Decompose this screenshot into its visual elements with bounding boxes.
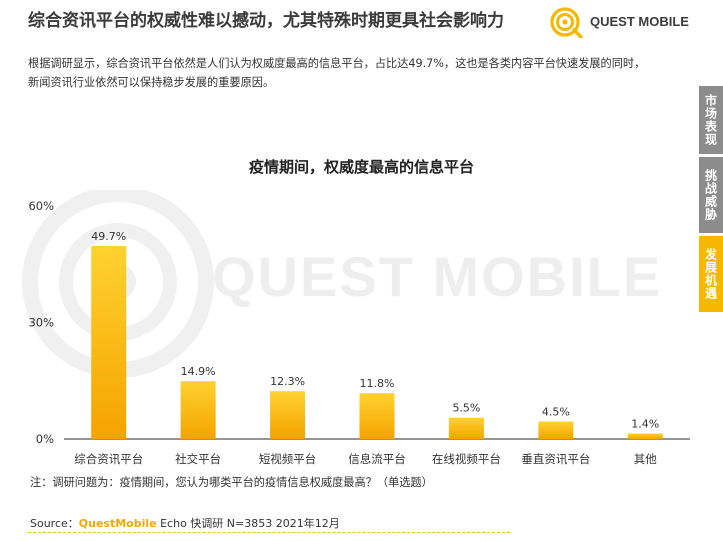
- bar-value-label: 1.4%: [631, 418, 659, 431]
- bar: [180, 381, 216, 439]
- page-title: 综合资讯平台的权威性难以撼动，尤其特殊时期更具社会影响力: [28, 11, 504, 31]
- tab-development-opportunities[interactable]: 发展机遇: [699, 236, 723, 312]
- bar-value-label: 11.8%: [360, 377, 395, 390]
- bar: [448, 417, 484, 439]
- tab-challenges-threats[interactable]: 挑战威胁: [699, 157, 723, 233]
- x-tick-label: 在线视频平台: [432, 452, 501, 466]
- bar: [627, 433, 663, 439]
- source-divider: [28, 532, 510, 533]
- bar: [270, 391, 306, 439]
- y-tick-label: 60%: [28, 199, 54, 213]
- bar-value-label: 49.7%: [91, 230, 126, 243]
- source-detail: Echo 快调研 N=3853 2021年12月: [156, 517, 340, 530]
- questmobile-logo: QUEST MOBILE: [548, 6, 716, 39]
- tab-market-performance[interactable]: 市场表现: [699, 86, 723, 154]
- source-brand: QuestMobile: [78, 517, 157, 530]
- y-tick-label: 30%: [28, 316, 54, 330]
- source-line: Source：QuestMobile Echo 快调研 N=3853 2021年…: [30, 515, 340, 531]
- x-tick-label: 综合资讯平台: [74, 452, 143, 466]
- bar-value-label: 5.5%: [452, 402, 480, 415]
- bar: [538, 421, 574, 439]
- description-line-2: 新闻资讯行业依然可以保持稳步发展的重要原因。: [28, 76, 275, 89]
- logo-text: QUEST MOBILE: [590, 14, 689, 29]
- bar: [91, 245, 127, 439]
- watermark-text: QUEST MOBILE: [212, 245, 663, 308]
- source-prefix: Source：: [30, 517, 79, 530]
- x-tick-label: 短视频平台: [259, 452, 317, 466]
- x-tick-label: 信息流平台: [348, 452, 406, 466]
- chart-title: 疫情期间，权威度最高的信息平台: [248, 158, 474, 176]
- description: 根据调研显示，综合资讯平台依然是人们认为权威度最高的信息平台，占比达49.7%，…: [28, 54, 693, 92]
- bar-chart: 0% 30% 60% 49.7% 综合资讯平台 14.9% 社交平台 12.3% 短视频平台 11…: [28, 199, 690, 466]
- bar-value-label: 12.3%: [270, 375, 305, 388]
- bar: [359, 393, 395, 439]
- y-tick-label: 0%: [36, 432, 54, 446]
- side-tabs: 市场表现 挑战威胁 发展机遇: [699, 86, 723, 315]
- description-line-1: 根据调研显示，综合资讯平台依然是人们认为权威度最高的信息平台，占比达49.7%，…: [28, 57, 646, 70]
- x-tick-label: 社交平台: [175, 452, 221, 466]
- bar-value-label: 14.9%: [181, 365, 216, 378]
- x-tick-label: 其他: [634, 452, 657, 466]
- logo-mark-icon: [550, 7, 583, 39]
- bar-value-label: 4.5%: [542, 406, 570, 419]
- x-tick-label: 垂直资讯平台: [521, 452, 590, 466]
- survey-note: 注：调研问题为：疫情期间，您认为哪类平台的疫情信息权威度最高？（单选题）: [30, 476, 433, 489]
